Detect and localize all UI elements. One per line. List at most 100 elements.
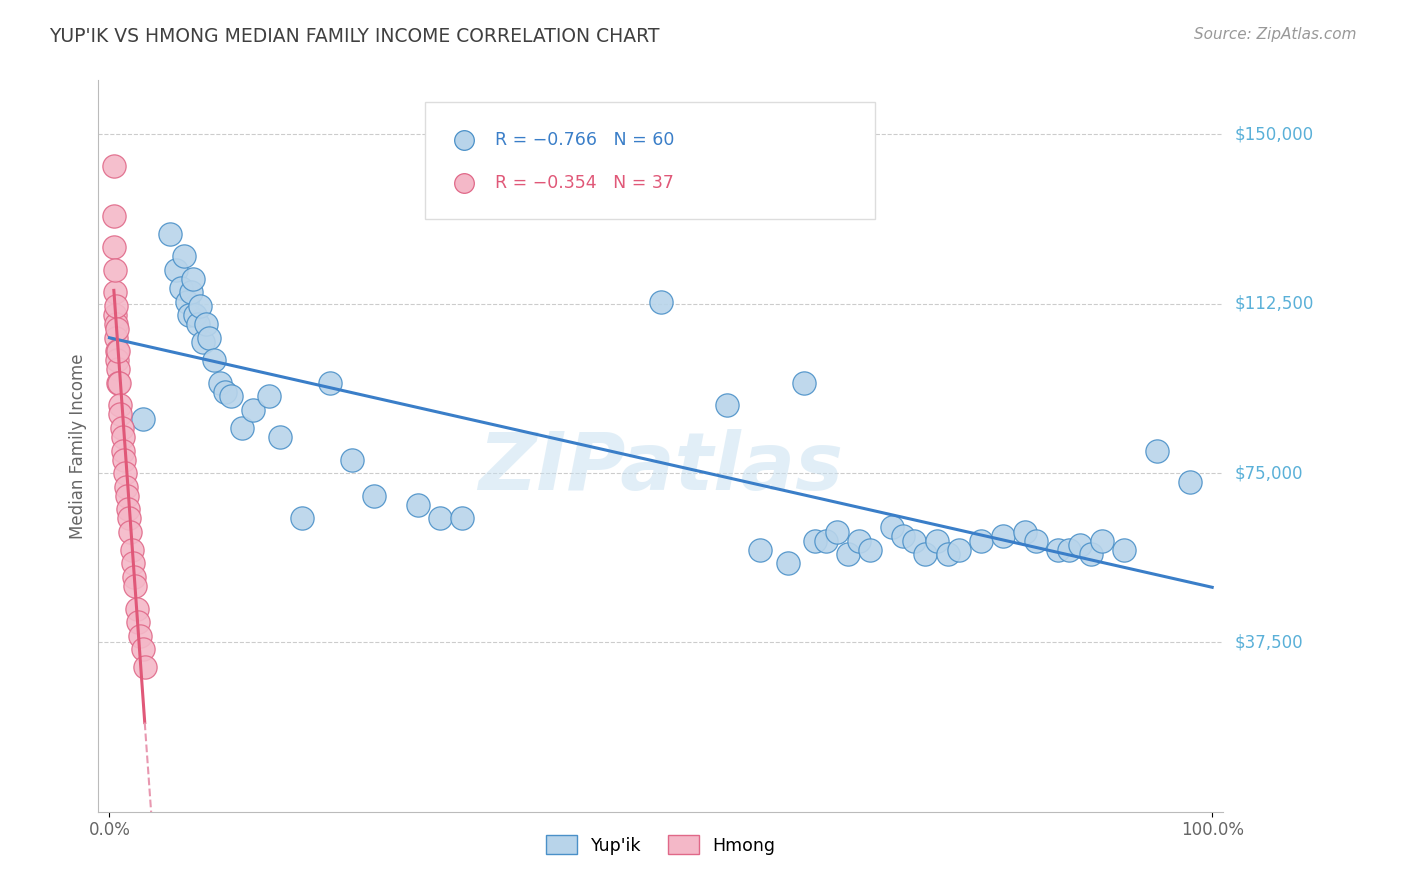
Point: [1112, 542, 1135, 557]
Point: [131, 412, 153, 426]
Text: $37,500: $37,500: [1234, 633, 1303, 651]
Point: [804, 533, 827, 548]
Point: [825, 524, 848, 539]
Point: [776, 557, 799, 571]
Point: [1091, 533, 1114, 548]
Point: [170, 281, 193, 295]
Point: [111, 430, 134, 444]
Point: [110, 421, 132, 435]
Point: [176, 294, 198, 309]
Point: [650, 294, 672, 309]
Point: [716, 398, 738, 412]
Point: [110, 408, 132, 422]
Point: [184, 308, 207, 322]
Point: [105, 317, 128, 331]
Text: $75,000: $75,000: [1234, 464, 1303, 482]
Point: [122, 570, 145, 584]
Point: [129, 629, 152, 643]
Point: [104, 308, 127, 322]
Point: [848, 533, 870, 548]
Point: [115, 489, 138, 503]
Point: [193, 335, 215, 350]
Point: [259, 389, 281, 403]
Point: [1046, 542, 1069, 557]
Point: [121, 557, 143, 571]
Point: [105, 321, 128, 335]
Point: [1069, 538, 1091, 552]
Point: [837, 547, 859, 561]
Point: [1014, 524, 1036, 539]
Point: [125, 601, 148, 615]
Point: [219, 389, 242, 403]
Point: [105, 353, 128, 368]
Point: [104, 263, 127, 277]
Point: [120, 524, 142, 539]
Point: [269, 430, 291, 444]
Point: [991, 529, 1014, 543]
Point: [195, 317, 218, 331]
Point: [117, 502, 139, 516]
Text: Source: ZipAtlas.com: Source: ZipAtlas.com: [1194, 27, 1357, 42]
Point: [110, 398, 132, 412]
Point: [121, 542, 143, 557]
Point: [114, 466, 136, 480]
Point: [1080, 547, 1102, 561]
Point: [103, 209, 125, 223]
Point: [1178, 475, 1201, 489]
Point: [177, 308, 200, 322]
Point: [340, 452, 363, 467]
Point: [936, 547, 959, 561]
Point: [112, 452, 135, 467]
Point: [451, 511, 474, 525]
Text: YUP'IK VS HMONG MEDIAN FAMILY INCOME CORRELATION CHART: YUP'IK VS HMONG MEDIAN FAMILY INCOME COR…: [49, 27, 659, 45]
Y-axis label: Median Family Income: Median Family Income: [69, 353, 87, 539]
Point: [173, 249, 195, 263]
Point: [103, 240, 125, 254]
Text: R = −0.766   N = 60: R = −0.766 N = 60: [495, 131, 675, 149]
Point: [793, 376, 815, 390]
Point: [208, 376, 231, 390]
Point: [107, 344, 129, 359]
Point: [105, 331, 128, 345]
Point: [181, 272, 204, 286]
Point: [197, 331, 219, 345]
Point: [202, 353, 225, 368]
Point: [882, 520, 904, 534]
Point: [319, 376, 342, 390]
Point: [948, 542, 970, 557]
Point: [180, 285, 202, 300]
Point: [105, 344, 128, 359]
Point: [214, 384, 236, 399]
Point: [406, 498, 429, 512]
Point: [1146, 443, 1168, 458]
Point: [105, 299, 128, 313]
Text: R = −0.354   N = 37: R = −0.354 N = 37: [495, 174, 675, 193]
Point: [969, 533, 991, 548]
FancyBboxPatch shape: [425, 103, 875, 219]
Point: [131, 642, 153, 657]
Point: [429, 511, 451, 525]
Point: [914, 547, 936, 561]
Point: [242, 403, 264, 417]
Point: [118, 511, 141, 525]
Text: ZIPatlas: ZIPatlas: [478, 429, 844, 507]
Point: [107, 362, 129, 376]
Point: [111, 443, 134, 458]
Point: [159, 227, 181, 241]
Point: [134, 660, 156, 674]
Point: [103, 159, 125, 173]
Point: [115, 480, 138, 494]
Point: [1025, 533, 1047, 548]
Point: [165, 263, 187, 277]
Point: [925, 533, 948, 548]
Point: [457, 805, 479, 819]
Point: [188, 299, 211, 313]
Text: $150,000: $150,000: [1234, 126, 1313, 144]
Point: [127, 615, 149, 629]
Point: [104, 285, 127, 300]
Point: [1057, 542, 1080, 557]
Point: [291, 511, 314, 525]
Point: [457, 805, 479, 819]
Point: [363, 489, 385, 503]
Point: [859, 542, 882, 557]
